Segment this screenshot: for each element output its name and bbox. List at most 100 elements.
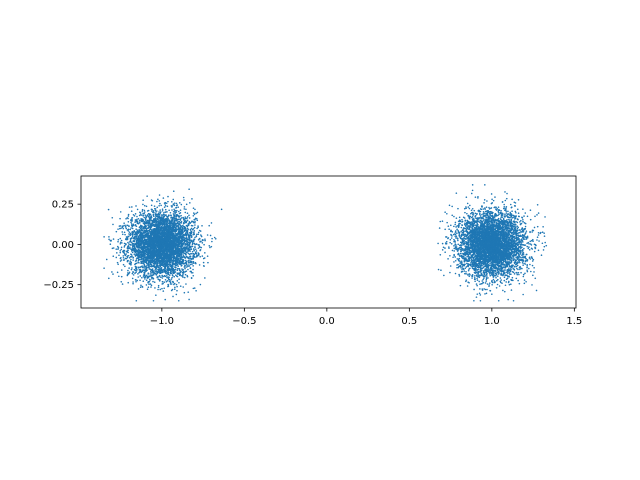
data-point: [147, 232, 150, 235]
data-point: [143, 265, 145, 268]
data-point: [122, 259, 125, 261]
data-point: [124, 254, 127, 257]
data-point: [132, 281, 134, 283]
data-point: [169, 283, 172, 285]
data-point: [153, 281, 156, 284]
data-point: [140, 258, 143, 261]
data-point: [119, 260, 122, 262]
data-point: [156, 242, 159, 245]
data-point: [170, 216, 173, 219]
data-point: [140, 251, 143, 254]
data-point: [142, 237, 144, 239]
data-point: [129, 246, 131, 249]
data-point: [146, 240, 149, 243]
data-point: [198, 229, 201, 232]
data-point: [194, 243, 196, 246]
data-point: [176, 269, 179, 272]
data-point: [171, 276, 173, 279]
plot-axes: −1.0 −0.5 0.0 0.5 1.0 1.5 −0.250.000.25: [43, 175, 582, 327]
data-point: [139, 212, 142, 214]
data-point: [115, 248, 118, 250]
data-point: [133, 250, 136, 253]
data-point: [140, 241, 143, 243]
data-point: [181, 275, 184, 277]
data-point: [137, 252, 140, 254]
data-point: [161, 249, 163, 252]
data-point: [186, 240, 189, 243]
data-point: [183, 276, 186, 279]
data-point: [163, 265, 166, 268]
data-point: [143, 209, 146, 212]
data-point: [135, 280, 137, 283]
data-point: [154, 213, 157, 215]
data-point: [160, 276, 162, 278]
data-point: [128, 206, 131, 208]
data-point: [192, 241, 194, 243]
data-point: [192, 287, 195, 290]
data-point: [119, 242, 122, 245]
data-point: [214, 238, 217, 240]
data-point: [168, 254, 171, 256]
data-point: [188, 188, 190, 190]
data-point: [140, 229, 143, 232]
data-point: [165, 233, 168, 236]
data-point: [157, 247, 160, 250]
data-point: [184, 246, 187, 249]
data-point: [119, 249, 122, 252]
data-point: [132, 271, 135, 273]
data-point: [194, 217, 197, 220]
data-point: [111, 247, 114, 250]
data-point: [127, 213, 130, 216]
data-point: [197, 247, 200, 249]
data-point: [148, 255, 151, 257]
data-point: [194, 246, 196, 248]
data-point: [132, 259, 134, 261]
data-point: [151, 271, 153, 274]
data-point: [167, 195, 169, 198]
data-point: [148, 213, 151, 216]
data-point: [198, 237, 201, 240]
data-point: [132, 257, 134, 259]
data-point: [194, 236, 196, 239]
data-point: [183, 222, 186, 224]
data-point: [112, 255, 115, 257]
data-point: [190, 236, 193, 239]
data-point: [149, 216, 152, 219]
data-point: [123, 224, 125, 227]
data-point: [148, 252, 151, 254]
data-point: [152, 234, 154, 236]
data-point: [195, 250, 198, 252]
data-point: [173, 256, 176, 258]
data-point: [176, 280, 179, 282]
data-point: [186, 231, 188, 233]
data-point: [151, 224, 154, 227]
data-point: [142, 248, 144, 251]
data-point: [181, 227, 184, 229]
data-point: [178, 281, 180, 284]
data-point: [211, 240, 213, 243]
data-point: [154, 287, 156, 289]
data-point: [122, 263, 125, 266]
data-point: [173, 221, 175, 223]
data-point: [210, 245, 213, 248]
data-point: [206, 255, 209, 257]
data-point: [195, 290, 197, 292]
data-point: [155, 223, 158, 226]
data-point: [103, 236, 105, 238]
data-point: [145, 219, 147, 222]
data-point: [180, 253, 182, 256]
data-point: [168, 264, 171, 266]
data-point: [152, 211, 154, 214]
data-point: [198, 264, 201, 266]
data-point: [188, 214, 190, 217]
data-point: [186, 219, 189, 222]
data-point: [166, 224, 168, 226]
data-point: [176, 204, 179, 206]
data-point: [150, 259, 153, 262]
data-point: [171, 264, 174, 266]
data-point: [174, 260, 177, 263]
data-point: [181, 241, 183, 244]
data-point: [175, 218, 177, 221]
data-point: [158, 194, 161, 196]
data-point: [138, 236, 140, 239]
